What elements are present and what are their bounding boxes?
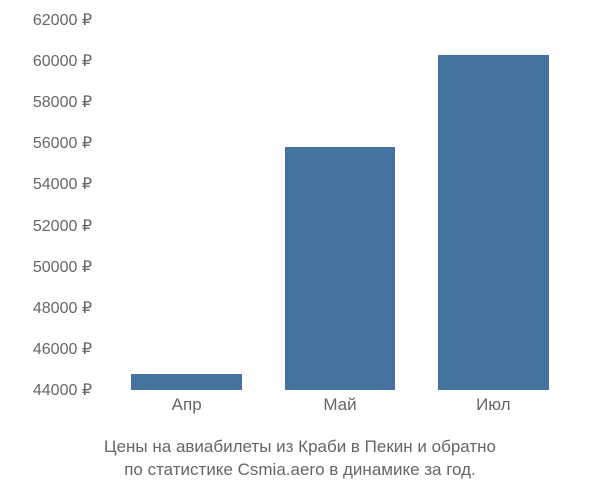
price-chart: 44000 ₽ 46000 ₽ 48000 ₽ 50000 ₽ 52000 ₽ 54000…	[0, 0, 600, 500]
x-tick-label: Май	[263, 395, 416, 415]
chart-caption: Цены на авиабилеты из Краби в Пекин и об…	[0, 436, 600, 482]
y-tick-label: 58000 ₽	[33, 92, 92, 112]
caption-line-2: по статистике Csmia.aero в динамике за г…	[0, 459, 600, 482]
x-tick-label: Апр	[110, 395, 263, 415]
y-tick-label: 46000 ₽	[33, 339, 92, 359]
y-tick-label: 48000 ₽	[33, 298, 92, 318]
plot-area	[110, 20, 570, 390]
x-tick-label: Июл	[417, 395, 570, 415]
bar-slot	[110, 20, 263, 390]
y-tick-label: 50000 ₽	[33, 257, 92, 277]
y-tick-label: 62000 ₽	[33, 10, 92, 30]
y-tick-label: 60000 ₽	[33, 51, 92, 71]
y-tick-label: 54000 ₽	[33, 174, 92, 194]
bar	[438, 55, 548, 390]
caption-line-1: Цены на авиабилеты из Краби в Пекин и об…	[0, 436, 600, 459]
bar	[131, 374, 241, 390]
y-axis: 44000 ₽46000 ₽48000 ₽50000 ₽52000 ₽54000…	[0, 20, 100, 390]
x-axis: АпрМайИюл	[110, 395, 570, 415]
bar	[285, 147, 395, 390]
y-tick-label: 56000 ₽	[33, 133, 92, 153]
y-tick-label: 52000 ₽	[33, 216, 92, 236]
y-tick-label: 44000 ₽	[33, 380, 92, 400]
bars-container	[110, 20, 570, 390]
bar-slot	[417, 20, 570, 390]
bar-slot	[263, 20, 416, 390]
